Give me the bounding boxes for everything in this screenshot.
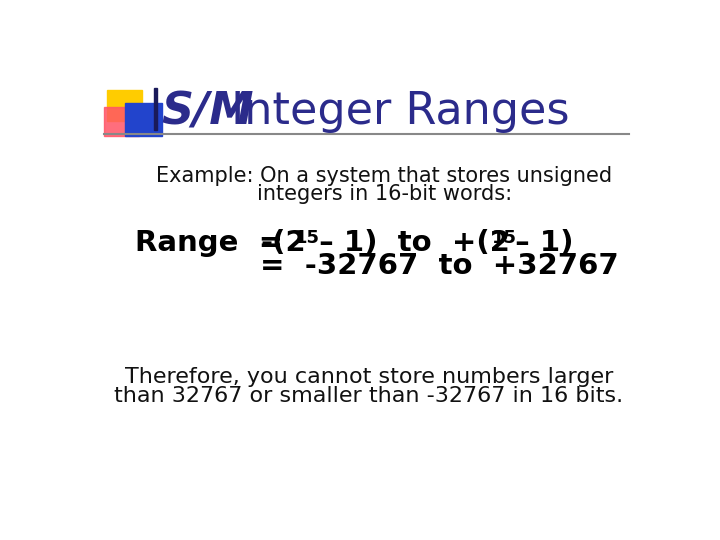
Text: Integer Ranges: Integer Ranges <box>217 90 570 133</box>
Text: -(2: -(2 <box>261 229 306 257</box>
Bar <box>153 88 157 130</box>
Text: Example: On a system that stores unsigned: Example: On a system that stores unsigne… <box>156 166 613 186</box>
FancyBboxPatch shape <box>125 103 162 136</box>
Text: Therefore, you cannot store numbers larger: Therefore, you cannot store numbers larg… <box>125 367 613 387</box>
Text: 15: 15 <box>492 230 516 247</box>
FancyBboxPatch shape <box>107 90 142 121</box>
Text: – 1): – 1) <box>505 229 574 257</box>
Text: integers in 16-bit words:: integers in 16-bit words: <box>257 184 512 204</box>
Text: S/M: S/M <box>161 90 254 133</box>
FancyBboxPatch shape <box>104 107 139 137</box>
Text: – 1)  to  +(2: – 1) to +(2 <box>310 229 510 257</box>
Text: Range  =: Range = <box>135 229 293 257</box>
Text: 15: 15 <box>295 230 320 247</box>
Text: =  -32767  to  +32767: = -32767 to +32767 <box>261 252 619 280</box>
Text: than 32767 or smaller than -32767 in 16 bits.: than 32767 or smaller than -32767 in 16 … <box>114 386 624 406</box>
